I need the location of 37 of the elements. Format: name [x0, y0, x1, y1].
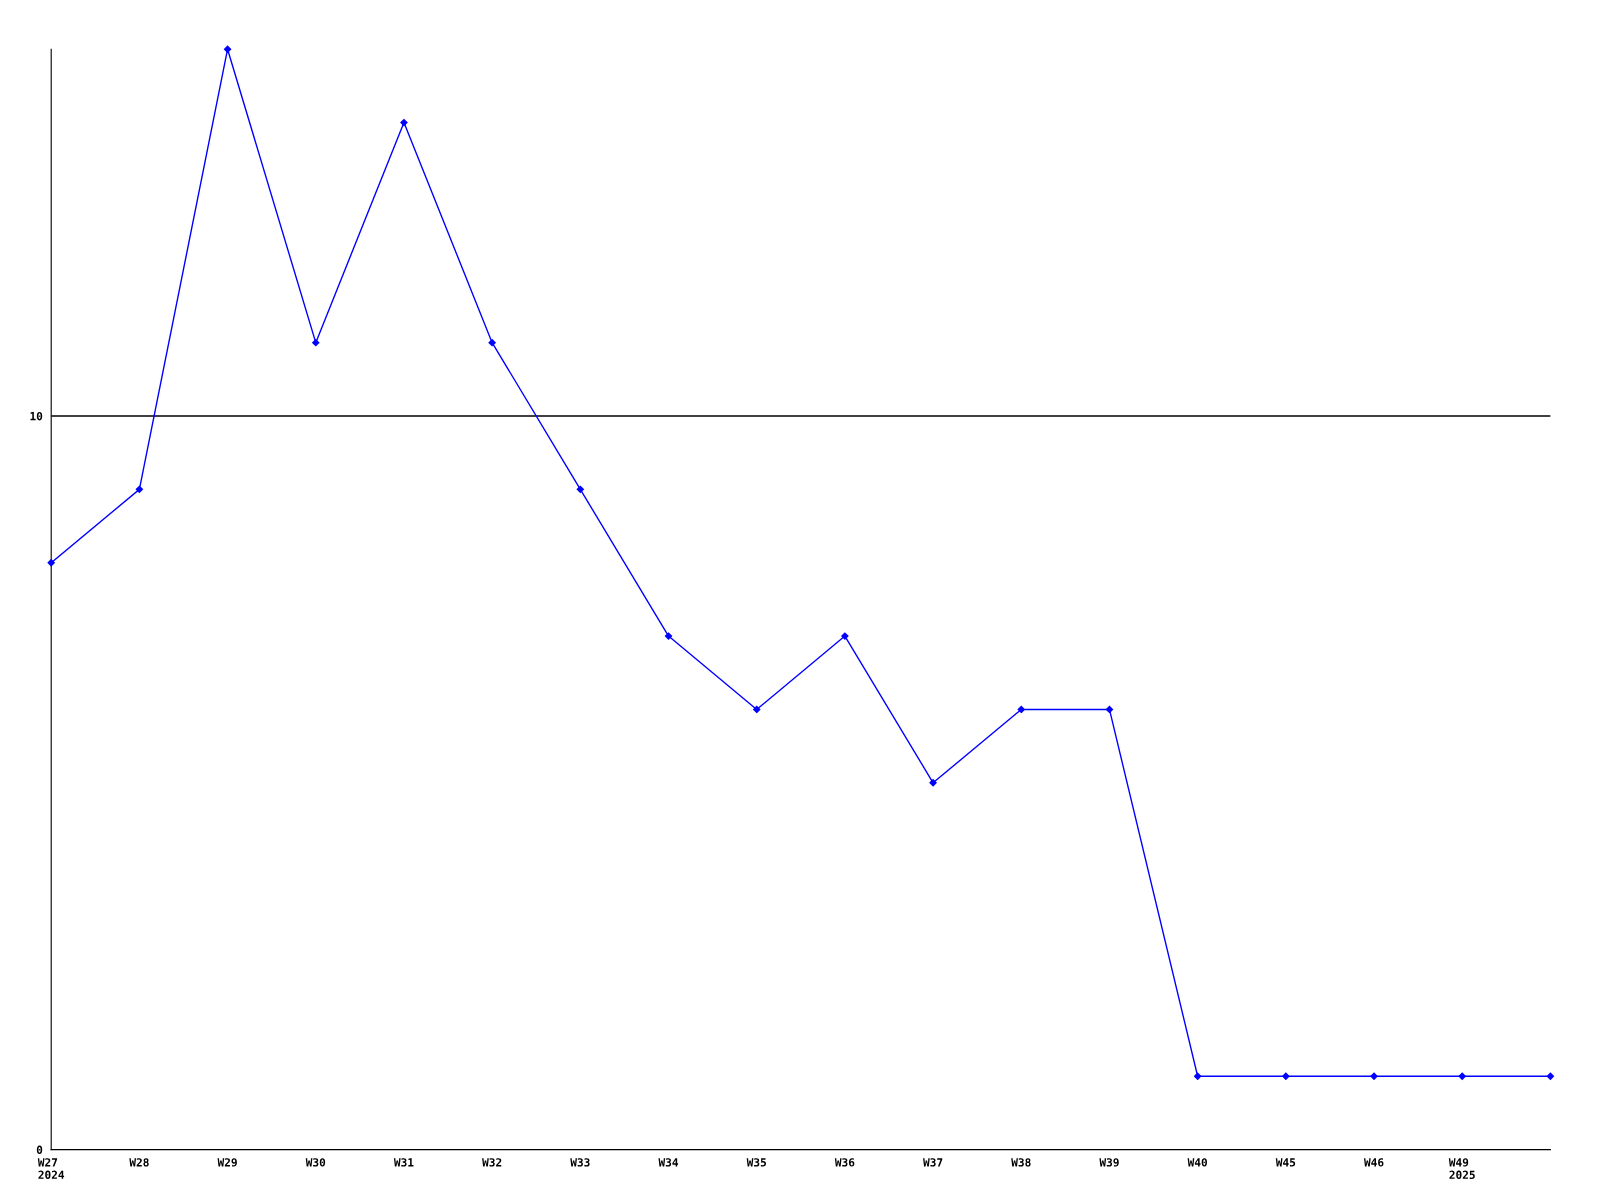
x-tick-label: W45 — [1275, 1158, 1296, 1167]
point — [576, 485, 584, 494]
x-tick-label: W30 — [305, 1158, 326, 1167]
x-tick-label: W49 2025 — [1448, 1158, 1475, 1179]
x-tick-label: W39 — [1099, 1158, 1119, 1167]
point — [841, 632, 849, 640]
y-tick-label: 0 — [36, 1145, 43, 1154]
x-tick-label: W27 2024 — [37, 1158, 65, 1179]
point — [1105, 705, 1114, 714]
y-tick-label: 10 — [30, 411, 43, 421]
x-tick-label: W32 — [482, 1158, 502, 1167]
point — [488, 338, 496, 347]
x-tick-label: W36 — [834, 1158, 855, 1167]
x-tick-label: W38 — [1011, 1158, 1031, 1167]
point — [135, 485, 144, 494]
x-tick-label: W40 — [1187, 1158, 1208, 1167]
x-tick-label: W37 — [923, 1158, 943, 1167]
point — [1546, 1072, 1555, 1080]
point — [1370, 1072, 1378, 1080]
point — [1017, 705, 1025, 714]
point — [400, 118, 408, 127]
x-tick-label: W34 — [658, 1158, 679, 1167]
x-tick-label: W31 — [393, 1158, 414, 1167]
x-tick-label: W33 — [570, 1158, 590, 1167]
point — [929, 779, 937, 787]
point — [664, 632, 673, 640]
point — [1458, 1072, 1466, 1080]
point — [1194, 1072, 1202, 1080]
point — [753, 705, 761, 714]
x-tick-label: W35 — [746, 1158, 766, 1167]
x-tick-label: W29 — [217, 1158, 237, 1167]
point — [312, 338, 320, 347]
point — [1282, 1072, 1290, 1080]
x-tick-label: W28 — [129, 1158, 149, 1167]
x-tick-label: W46 — [1363, 1158, 1384, 1167]
point — [47, 559, 55, 567]
point — [223, 45, 232, 53]
